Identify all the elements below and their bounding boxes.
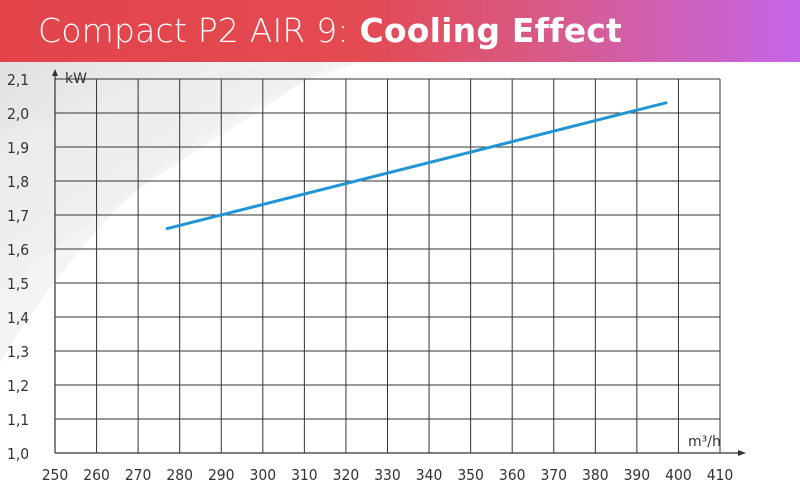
x-axis-label: m³/h (688, 434, 721, 450)
x-tick-label: 380 (582, 466, 609, 484)
y-tick-label: 1,8 (7, 173, 29, 191)
x-tick-label: 290 (208, 466, 235, 484)
x-tick-label: 350 (457, 466, 484, 484)
y-tick-labels: 1,0 1,1 1,2 1,3 1,4 1,5 1,6 1,7 1,8 1,9 2,0 2,1 (7, 71, 29, 463)
x-tick-label: 320 (333, 466, 360, 484)
title-bold: Cooling Effect (359, 11, 623, 50)
x-tick-label: 410 (707, 466, 734, 484)
x-tick-label: 270 (125, 466, 152, 484)
x-tick-label: 390 (624, 466, 651, 484)
chart-title: Compact P2 AIR 9: Cooling Effect (38, 0, 622, 62)
y-tick-label: 1,4 (7, 309, 29, 327)
y-tick-label: 2,0 (7, 105, 29, 123)
axes (52, 69, 746, 456)
background-swoosh-2 (0, 62, 360, 362)
title-banner: Compact P2 AIR 9: Cooling Effect (0, 0, 800, 62)
x-tick-label: 400 (665, 466, 692, 484)
y-tick-label: 1,3 (7, 343, 29, 361)
x-tick-label: 310 (291, 466, 318, 484)
x-tick-label: 260 (83, 466, 110, 484)
x-tick-label: 330 (374, 466, 401, 484)
y-tick-label: 1,7 (7, 207, 29, 225)
x-axis-arrow (738, 450, 746, 456)
y-tick-label: 1,2 (7, 377, 29, 395)
y-tick-label: 1,9 (7, 139, 29, 157)
y-tick-label: 1,1 (7, 411, 29, 429)
grid (54, 78, 721, 454)
x-tick-label: 280 (166, 466, 193, 484)
y-tick-label: 2,1 (7, 71, 29, 89)
cooling-effect-chart: 250 260 270 280 290 300 310 320 330 340 350 360 370 3… (0, 62, 746, 484)
series (165, 101, 668, 231)
x-tick-label: 340 (416, 466, 443, 484)
y-axis-label: kW (65, 71, 87, 87)
y-tick-label: 1,6 (7, 241, 29, 259)
x-tick-label: 250 (42, 466, 69, 484)
y-tick-label: 1,5 (7, 275, 29, 293)
title-regular: Compact P2 AIR 9: (38, 11, 349, 50)
y-tick-label: 1,0 (7, 445, 29, 463)
x-tick-label: 370 (540, 466, 567, 484)
series-line (165, 101, 668, 231)
x-tick-label: 360 (499, 466, 526, 484)
x-tick-label: 300 (250, 466, 277, 484)
x-tick-labels: 250 260 270 280 290 300 310 320 330 340 350 360 370 3… (42, 466, 734, 484)
y-axis-arrow (52, 69, 58, 76)
